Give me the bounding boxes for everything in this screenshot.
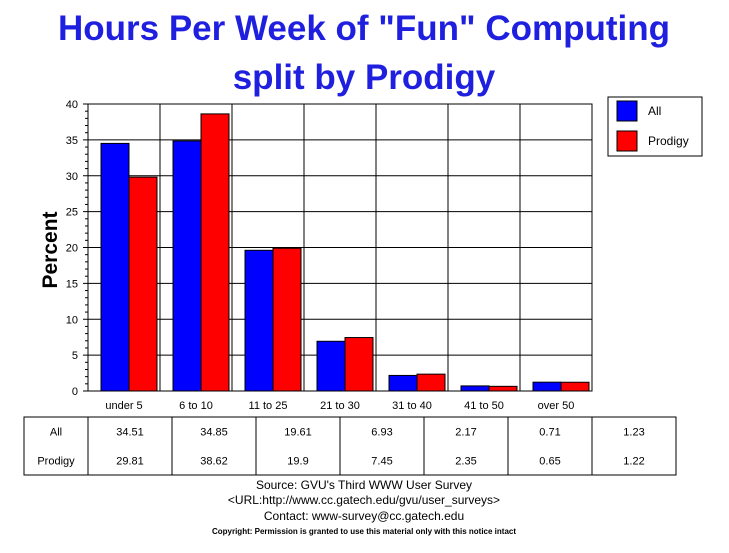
- bar-all-3: [316, 340, 346, 392]
- legend-label-prodigy: Prodigy: [648, 134, 689, 148]
- bar-prodigy-1: [200, 113, 230, 392]
- bar-prodigy-0: [128, 176, 158, 392]
- legend-label-all: All: [648, 104, 661, 118]
- bar-prodigy-3: [344, 337, 374, 392]
- y-tick-label: 0: [72, 386, 78, 398]
- table-cell: 1.22: [623, 456, 644, 468]
- bar-all-0: [100, 142, 130, 392]
- y-tick-label: 10: [66, 314, 78, 326]
- table-cell: 1.23: [623, 427, 644, 439]
- footer-copyright: Copyright: Permission is granted to use …: [212, 527, 516, 536]
- bar-prodigy-5: [488, 385, 518, 392]
- legend-swatch-all: [616, 100, 638, 122]
- footer-url: <URL:http://www.cc.gatech.edu/gvu/user_s…: [228, 493, 500, 507]
- y-tick-label: 40: [66, 99, 78, 111]
- bar-prodigy-4: [416, 373, 446, 392]
- y-tick-label: 35: [66, 135, 78, 147]
- category-labels: under 5 6 to 10 11 to 25 21 to 30 31 to 40 41…: [105, 400, 574, 412]
- table-cell: 0.65: [539, 456, 560, 468]
- table-frame: [23, 416, 677, 476]
- y-axis-ticks: 0 5 10 15 20 25 30 35 40: [66, 99, 88, 398]
- table-cell: 2.17: [455, 427, 476, 439]
- legend: All Prodigy: [607, 96, 703, 157]
- bar-all-1: [172, 140, 202, 392]
- y-tick-label: 20: [66, 243, 78, 255]
- table-cell: 34.51: [116, 427, 144, 439]
- bar-prodigy-2: [272, 247, 302, 392]
- x-category-label: 41 to 50: [464, 400, 504, 412]
- table-cell: 34.85: [200, 427, 228, 439]
- table-row-label: All: [50, 427, 62, 439]
- footer-contact: Contact: www-survey@cc.gatech.edu: [264, 509, 464, 523]
- bar-all-5: [460, 385, 490, 392]
- x-category-label: over 50: [538, 400, 575, 412]
- x-category-label: 11 to 25: [249, 400, 288, 412]
- data-table: All 34.51 34.85 19.61 6.93 2.17 0.71 1.23 Prodig…: [23, 416, 677, 476]
- x-category-label: under 5: [105, 400, 142, 412]
- table-cell: 7.45: [371, 456, 392, 468]
- bar-all-4: [388, 374, 418, 392]
- y-axis-label: Percent: [39, 211, 62, 288]
- bar-all-6: [532, 381, 562, 392]
- bar-all-2: [244, 249, 274, 392]
- legend-swatch-prodigy: [616, 130, 638, 152]
- chart-title-line2: split by Prodigy: [233, 58, 496, 97]
- table-cell: 6.93: [371, 427, 392, 439]
- y-tick-label: 5: [72, 350, 78, 362]
- table-cell: 29.81: [116, 456, 144, 468]
- table-cell: 2.35: [455, 456, 476, 468]
- axes: [87, 103, 593, 392]
- y-tick-label: 25: [66, 207, 78, 219]
- table-cell: 19.61: [284, 427, 312, 439]
- y-tick-label: 30: [66, 171, 78, 183]
- x-category-label: 21 to 30: [320, 400, 360, 412]
- grid-lines: [88, 103, 592, 391]
- chart-title-line1: Hours Per Week of "Fun" Computing: [58, 9, 670, 48]
- x-category-label: 6 to 10: [179, 400, 213, 412]
- footer-source: Source: GVU's Third WWW User Survey: [256, 478, 472, 492]
- bar-prodigy-6: [560, 381, 590, 392]
- table-cell: 0.71: [539, 427, 560, 439]
- table-cell: 38.62: [200, 456, 228, 468]
- y-tick-label: 15: [66, 278, 78, 290]
- bars: [100, 113, 590, 392]
- plot-frame: [87, 103, 593, 392]
- table-cell: 19.9: [287, 456, 308, 468]
- x-category-label: 31 to 40: [392, 400, 432, 412]
- table-row-label: Prodigy: [37, 456, 75, 468]
